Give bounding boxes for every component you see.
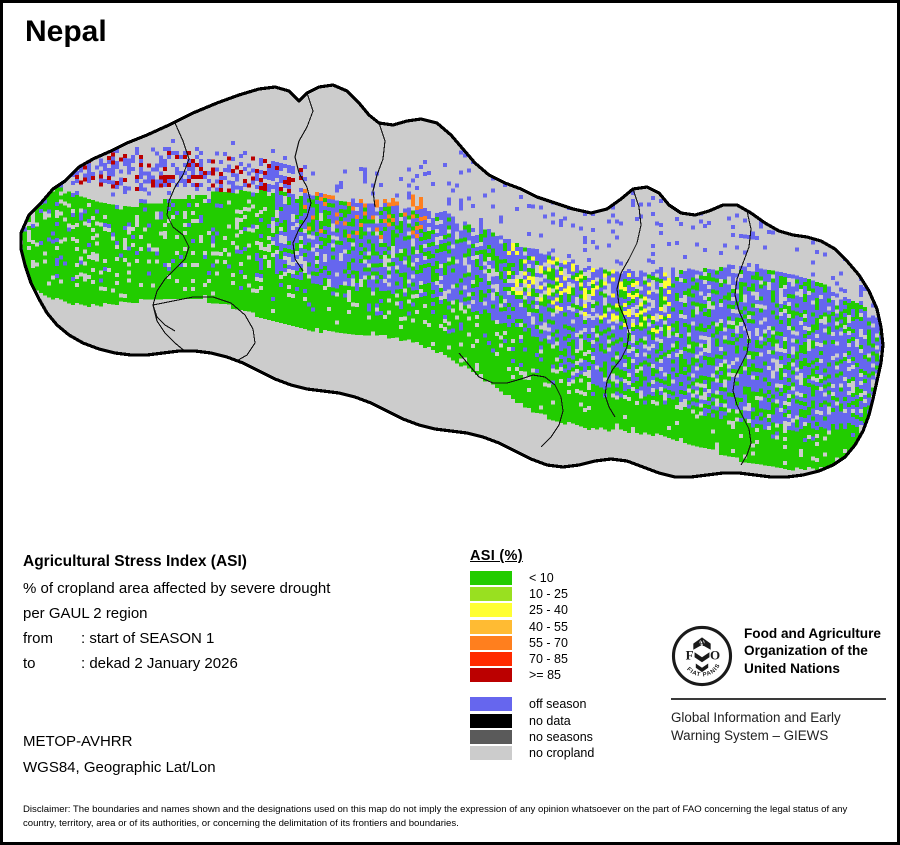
legend-class-swatch [470, 668, 512, 683]
legend-class-swatch [470, 571, 512, 586]
legend-class-label: 10 - 25 [529, 587, 568, 602]
disclaimer-text: Disclaimer: The boundaries and names sho… [23, 804, 848, 829]
country-border [19, 83, 885, 479]
giews-line-2: Warning System – GIEWS [671, 727, 829, 743]
legend-class-swatch [470, 635, 512, 650]
legend-class-label: 55 - 70 [529, 635, 568, 650]
legend-class-swatch [470, 587, 512, 602]
period-from-label: from [23, 630, 53, 647]
fao-org-name: Food and Agriculture Organization of the… [744, 625, 881, 677]
admin-boundaries [152, 92, 752, 466]
legend-class-list: < 10 10 - 25 25 - 40 40 - 55 55 - 70 70 - 85 >… [470, 570, 594, 683]
projection-label: WGS84, Geographic Lat/Lon [23, 759, 216, 776]
legend-status-row: no data [470, 713, 594, 729]
legend-status-swatch [470, 697, 512, 712]
legend-class-row: 40 - 55 [470, 619, 594, 635]
legend-status-row: off season [470, 696, 594, 712]
legend-class-label: 40 - 55 [529, 619, 568, 634]
asi-legend: ASI (%) < 10 10 - 25 25 - 40 40 - 55 55 - 70… [470, 548, 594, 761]
legend-class-swatch [470, 619, 512, 634]
period-to: to : dekad 2 January 2026 [23, 655, 453, 672]
source-block: METOP-AVHRR WGS84, Geographic Lat/Lon [23, 733, 216, 785]
period-from: from : start of SEASON 1 [23, 630, 453, 647]
giews-name: Global Information and Early Warning Sys… [671, 709, 886, 744]
sensor-label: METOP-AVHRR [23, 733, 133, 750]
legend-class-swatch [470, 603, 512, 618]
asi-subtitle-2: per GAUL 2 region [23, 605, 148, 622]
fao-block: F A O FIAT PANIS Food and Agriculture Or… [671, 625, 886, 744]
fao-org-line-2: Organization of the [744, 643, 868, 659]
legend-class-row: < 10 [470, 570, 594, 586]
legend-class-row: 10 - 25 [470, 586, 594, 602]
legend-class-label: < 10 [529, 571, 554, 586]
legend-class-row: 25 - 40 [470, 602, 594, 618]
map-canvas[interactable] [7, 63, 899, 533]
legend-status-swatch [470, 745, 512, 760]
legend-class-label: 25 - 40 [529, 603, 568, 618]
fao-logo-icon: F A O FIAT PANIS [671, 625, 733, 687]
legend-title: ASI (%) [470, 548, 523, 564]
fao-divider [671, 698, 886, 700]
legend-status-swatch [470, 729, 512, 744]
legend-class-swatch [470, 652, 512, 667]
fao-org-line-3: United Nations [744, 660, 840, 676]
legend-status-swatch [470, 713, 512, 728]
legend-status-label: no cropland [529, 745, 595, 760]
asi-subtitle-1: % of cropland area affected by severe dr… [23, 580, 331, 597]
legend-class-row: 70 - 85 [470, 651, 594, 667]
legend-status-label: off season [529, 697, 587, 712]
asi-heading: Agricultural Stress Index (ASI) [23, 553, 247, 570]
period-to-value: : dekad 2 January 2026 [81, 655, 238, 672]
info-block: Agricultural Stress Index (ASI) % of cro… [23, 553, 453, 680]
legend-class-row: >= 85 [470, 667, 594, 683]
giews-line-1: Global Information and Early [671, 710, 841, 725]
legend-spacer [470, 683, 594, 696]
legend-status-row: no seasons [470, 729, 594, 745]
legend-class-label: >= 85 [529, 668, 561, 683]
period-to-label: to [23, 655, 36, 672]
legend-status-label: no seasons [529, 729, 593, 744]
page-title: Nepal [25, 15, 107, 48]
legend-status-list: off season no data no seasons no cropland [470, 696, 594, 761]
legend-class-row: 55 - 70 [470, 635, 594, 651]
fao-org-line-1: Food and Agriculture [744, 626, 881, 641]
period-from-value: : start of SEASON 1 [81, 630, 215, 647]
legend-status-label: no data [529, 713, 571, 728]
legend-status-row: no cropland [470, 745, 594, 761]
legend-class-label: 70 - 85 [529, 652, 568, 667]
